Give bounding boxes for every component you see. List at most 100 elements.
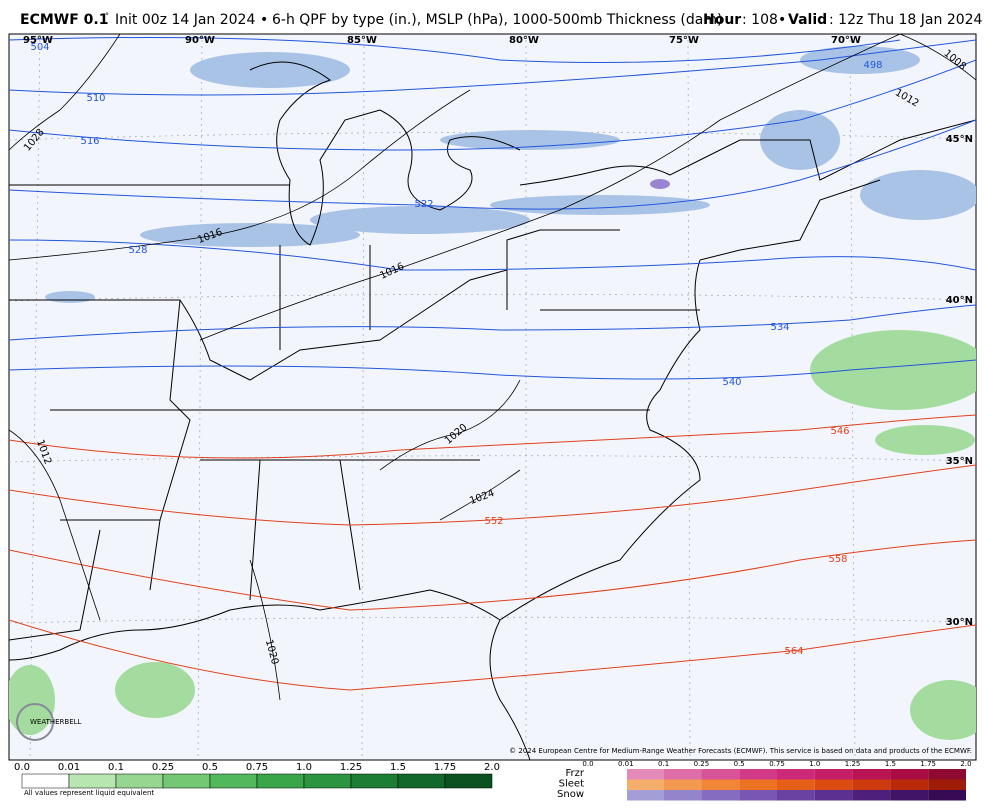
lon-label: 85°W: [347, 35, 377, 46]
thickness-lines-warm: [9, 414, 976, 691]
thickness-label: 552: [484, 516, 503, 527]
qpf-swatch: [21, 773, 70, 789]
thickness-label: 504: [30, 42, 49, 53]
ptype-swatch: [627, 790, 664, 801]
ptype-swatch: [701, 769, 740, 780]
thickness-label: 498: [863, 60, 882, 71]
separator: •: [260, 12, 268, 28]
ptype-swatch: [739, 779, 777, 790]
qpf-swatch: [68, 773, 117, 789]
ptype-swatch: [777, 790, 815, 801]
lat-label: 35°N: [946, 456, 973, 467]
qpf-label: 0.01: [58, 762, 80, 773]
qpf-swatch: [444, 773, 493, 789]
ptype-scale-label: 0.25: [694, 760, 710, 768]
thickness-label: 516: [80, 136, 99, 147]
longitude-labels: 95°W 90°W 85°W 80°W 75°W 70°W: [23, 35, 861, 46]
ptype-scale-label: 0.75: [769, 760, 785, 768]
header: ECMWF 0.1 ° Init 00z 14 Jan 2024 • 6-h Q…: [20, 12, 983, 29]
hour-label: Hour: [703, 12, 741, 28]
lon-label: 70°W: [831, 35, 861, 46]
qpf-label: 2.0: [484, 762, 500, 773]
ptype-swatch: [701, 790, 740, 801]
lon-label: 95°W: [23, 35, 53, 46]
logo-globe: [16, 703, 54, 741]
valid-value: : 12z Thu 18 Jan 2024: [829, 12, 983, 28]
qpf-label: 1.75: [434, 762, 456, 773]
isobars: [9, 34, 976, 701]
qpf-label: 1.25: [340, 762, 362, 773]
thickness-label: 534: [770, 322, 789, 333]
ptype-swatch: [928, 769, 966, 780]
ptype-swatch: [663, 769, 702, 780]
qpf-label: 0.25: [152, 762, 174, 773]
copyright: © 2024 European Centre for Medium-Range …: [509, 747, 972, 755]
model-name: ECMWF 0.1: [20, 12, 108, 28]
qpf-label: 1.0: [296, 762, 312, 773]
qpf-swatch: [209, 773, 258, 789]
qpf-swatch: [397, 773, 446, 789]
ptype-swatch: [890, 779, 929, 790]
ptype-swatch: [663, 790, 702, 801]
ptype-swatch: [852, 769, 891, 780]
map: 95°W 90°W 85°W 80°W 75°W 70°W 45°N 40°N 35°N 30°…: [8, 33, 977, 761]
thickness-label: 564: [784, 646, 803, 657]
thickness-labels: 504 510 516 522 528 534 540 498 546 552 558 564: [30, 42, 882, 657]
thickness-label: 510: [86, 93, 105, 104]
qpf-label: 0.1: [108, 762, 124, 773]
lon-label: 80°W: [509, 35, 539, 46]
ptype-scale-label: 0.5: [734, 760, 745, 768]
thickness-label: 546: [830, 426, 849, 437]
rain-areas: [9, 330, 976, 740]
ptype-colorbar: 0.0 0.01 0.1 0.25 0.5 0.75 1.0 1.25 1.5 1.75 2.0 Fr…: [557, 760, 972, 801]
ptype-swatch: [777, 779, 815, 790]
qpf-swatch: [162, 773, 211, 789]
ptype-swatch: [852, 779, 891, 790]
ptype-swatch: [890, 769, 929, 780]
thickness-label: 522: [414, 199, 433, 210]
lon-label: 90°W: [185, 35, 215, 46]
ptype-swatch: [627, 779, 664, 790]
ptype-swatch: [814, 779, 853, 790]
ptype-label: Frzr: [566, 768, 585, 779]
ptype-swatch: [739, 790, 777, 801]
ptype-swatch: [627, 769, 664, 780]
qpf-swatch: [350, 773, 399, 789]
ptype-swatch: [890, 790, 929, 801]
ptype-swatch: [852, 790, 891, 801]
qpf-label: 0.5: [202, 762, 218, 773]
ptype-label: Snow: [557, 789, 584, 800]
latitude-labels: 45°N 40°N 35°N 30°N: [946, 134, 973, 628]
thickness-label: 558: [828, 554, 847, 565]
qpf-swatch: [303, 773, 352, 789]
sleet-spot: [650, 179, 670, 189]
ptype-scale-label: 1.75: [920, 760, 936, 768]
lat-label: 40°N: [946, 295, 973, 306]
valid-label: Valid: [788, 12, 827, 28]
legend-note: All values represent liquid equivalent: [24, 789, 154, 797]
thickness-label: 528: [128, 245, 147, 256]
ptype-swatch: [739, 769, 777, 780]
ptype-scale-label: 1.0: [809, 760, 820, 768]
ptype-scale-label: 0.0: [582, 760, 593, 768]
qpf-swatch: [115, 773, 164, 789]
ptype-scale-label: 2.0: [960, 760, 971, 768]
ptype-label: Sleet: [559, 779, 584, 790]
qpf-swatch: [256, 773, 305, 789]
hour-value: : 108: [742, 12, 778, 28]
ptype-scale-label: 1.5: [885, 760, 896, 768]
boundaries: [9, 61, 976, 760]
lon-label: 75°W: [669, 35, 699, 46]
ptype-scale-label: 0.01: [618, 760, 634, 768]
ptype-swatch: [928, 779, 966, 790]
logo: WEATHERBELL: [30, 718, 82, 726]
qpf-label: 0.0: [14, 762, 30, 773]
init-time: Init 00z 14 Jan 2024: [115, 12, 255, 28]
thickness-lines-cold: [9, 37, 976, 380]
thickness-label: 540: [722, 377, 741, 388]
ptype-swatch: [701, 779, 740, 790]
ptype-scale-label: 1.25: [845, 760, 861, 768]
separator: •: [778, 12, 786, 28]
qpf-colorbar: All values represent liquid equivalent 0…: [14, 762, 500, 797]
